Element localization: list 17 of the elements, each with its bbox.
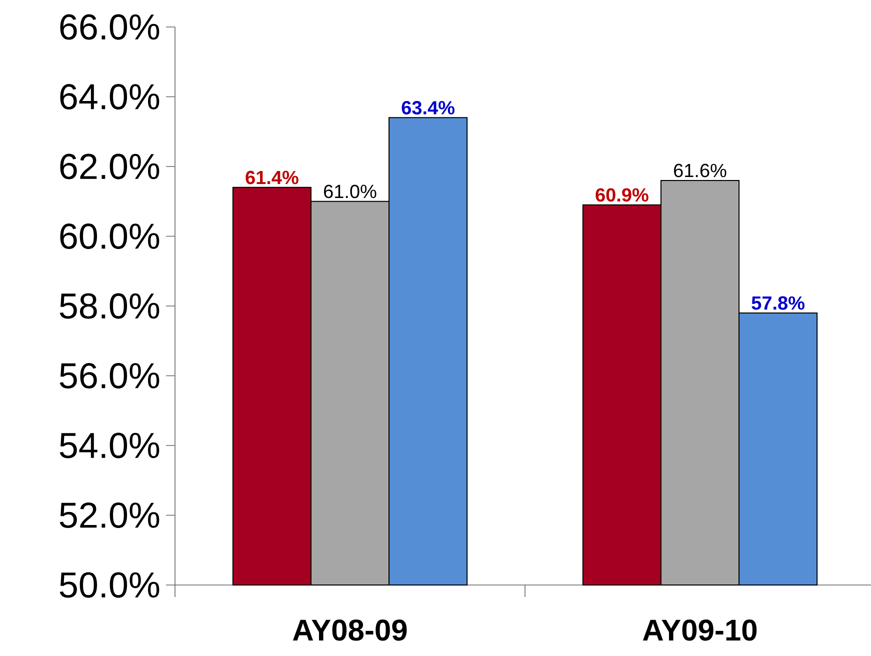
y-tick-label: 56.0%: [60, 363, 160, 388]
y-tick-label: 66.0%: [60, 14, 160, 40]
y-tick-label: 60.0%: [60, 224, 160, 249]
data-label: 61.4%: [246, 170, 298, 184]
y-tick-label: 64.0%: [60, 84, 160, 110]
x-tick-label: AY09-10: [642, 620, 757, 641]
data-label: 61.6%: [674, 164, 726, 178]
data-label: 63.4%: [402, 100, 454, 114]
data-label: 60.9%: [596, 188, 648, 202]
y-tick-label: 62.0%: [60, 154, 160, 180]
data-label: 57.8%: [752, 296, 804, 310]
y-tick-label: 58.0%: [60, 293, 160, 319]
y-tick-label: 50.0%: [60, 572, 160, 598]
y-tick-label: 52.0%: [60, 502, 160, 528]
data-label: 61.0%: [324, 184, 376, 198]
x-tick-label: AY08-09: [292, 620, 407, 641]
y-tick-label: 54.0%: [60, 432, 160, 458]
